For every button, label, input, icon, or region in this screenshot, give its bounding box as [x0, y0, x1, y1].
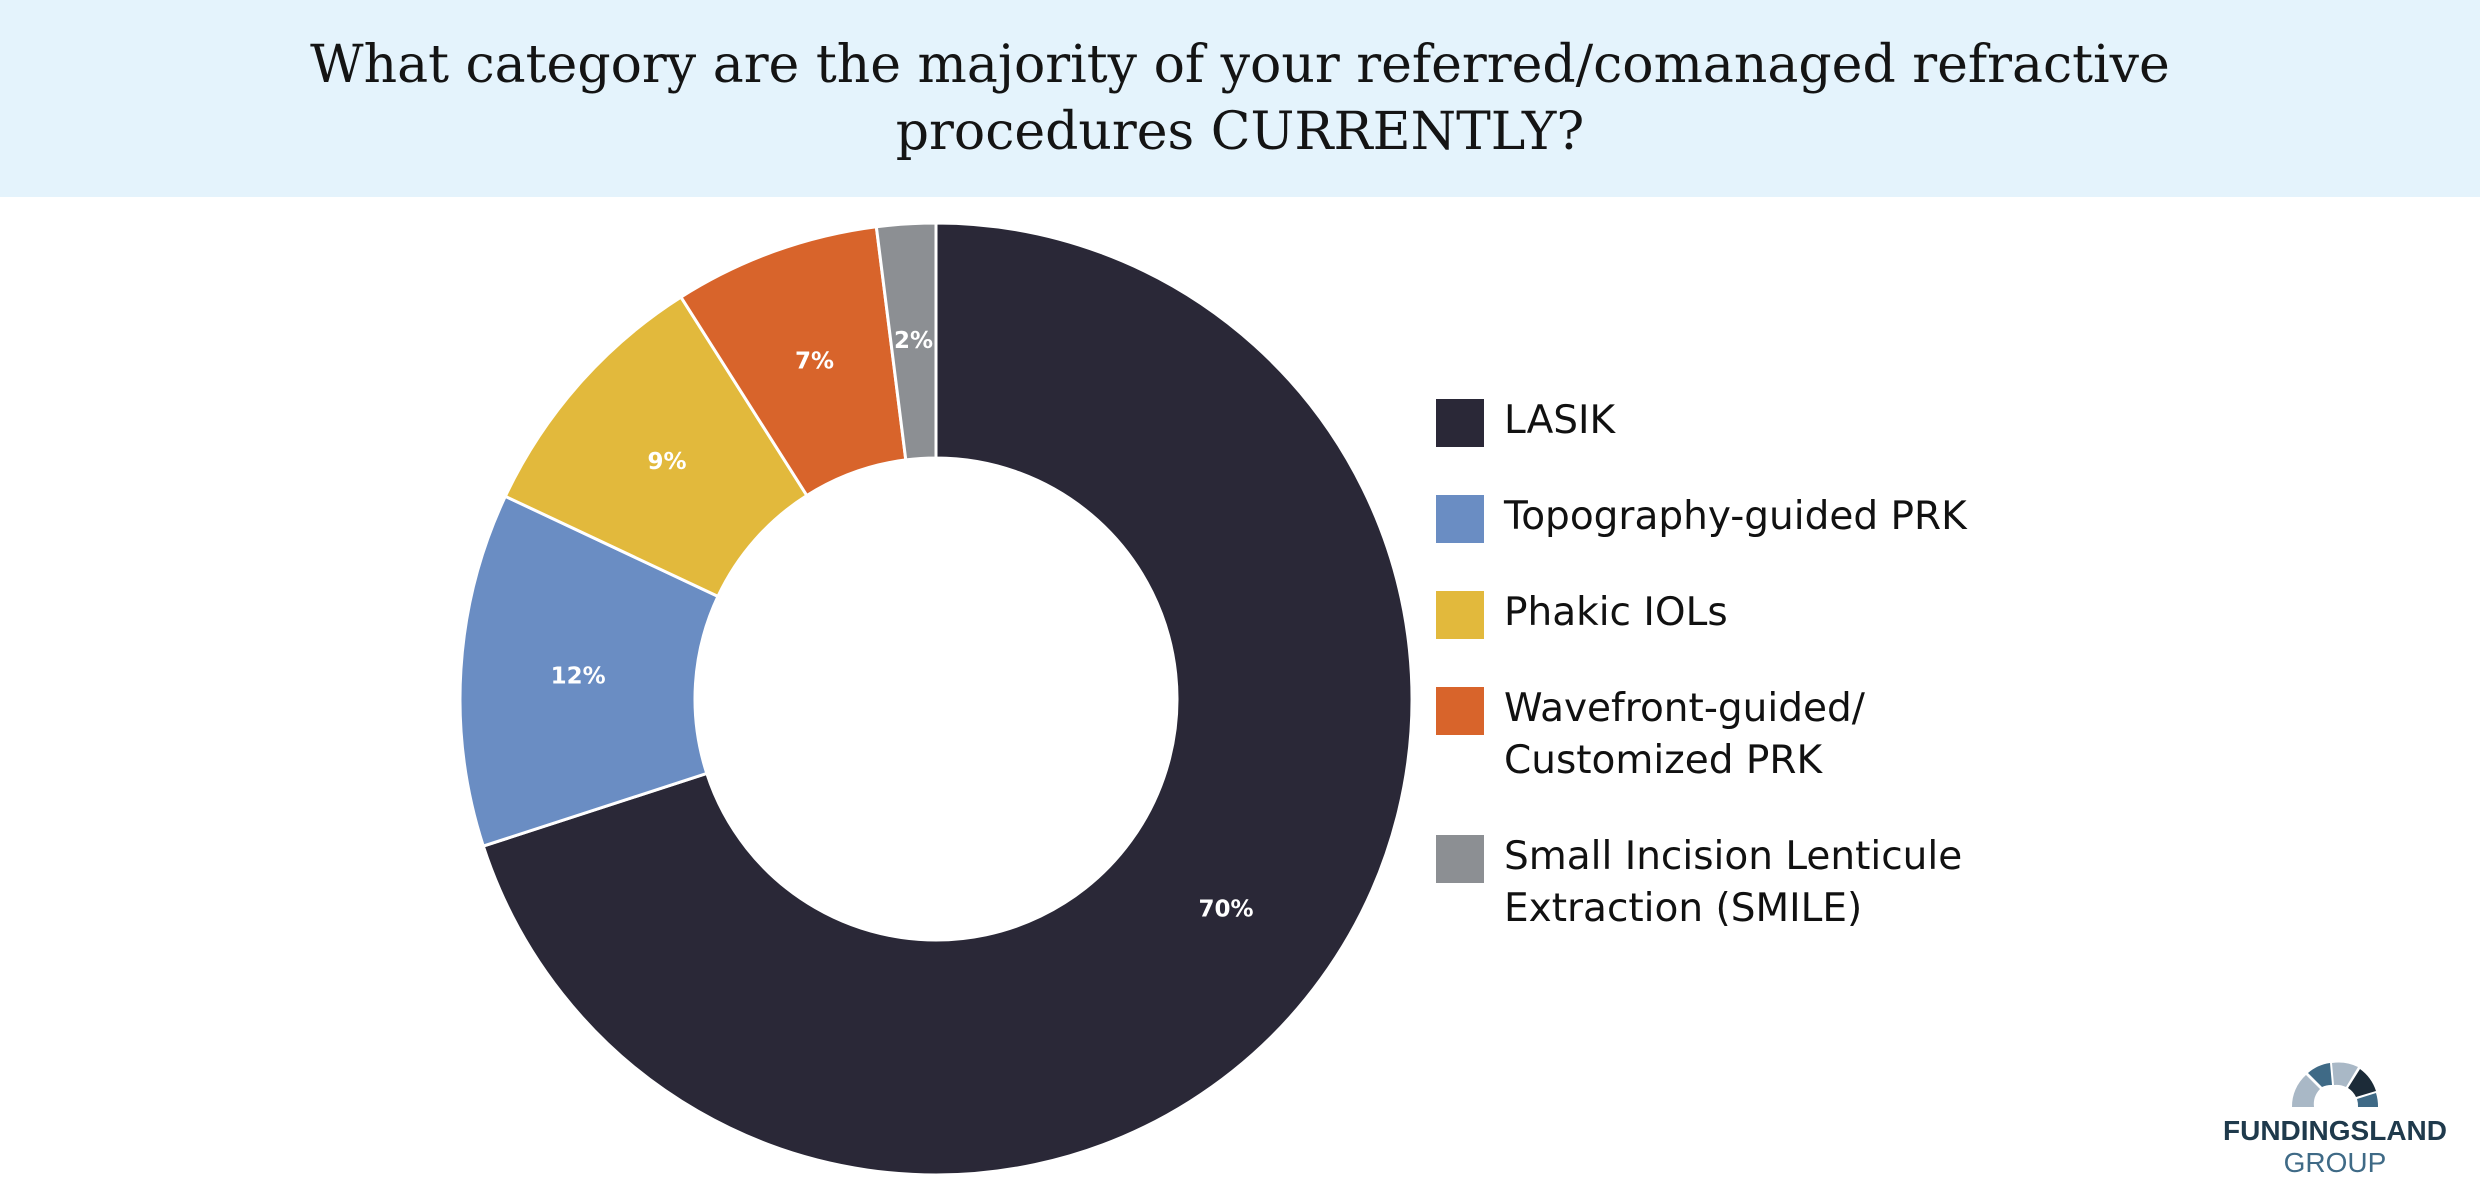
data-label-wavefront-guided-customized-prk: 7%	[795, 349, 834, 375]
legend-label: Phakic IOLs	[1504, 590, 1728, 635]
legend-swatch	[1436, 687, 1484, 735]
legend-swatch	[1436, 591, 1484, 639]
company-logo: FUNDINGSLAND GROUP	[2220, 1045, 2450, 1185]
legend-item-wavefront-guided-customized-prk: Wavefront-guided/ Customized PRK	[1436, 683, 2196, 787]
legend-label: Topography-guided PRK	[1504, 494, 1967, 539]
data-label-small-incision-lenticule-extraction-smile: 2%	[894, 328, 933, 354]
donut-slice-lasik	[481, 221, 1414, 1177]
chart-title: What category are the majority of your r…	[310, 34, 2170, 162]
legend-item-small-incision-lenticule-extraction-smile: Small Incision Lenticule Extraction (SMI…	[1436, 831, 2196, 935]
legend-item-phakic-iols: Phakic IOLs	[1436, 587, 2196, 639]
donut-chart: 70% 12% 9% 7% 2%	[458, 221, 1414, 1177]
donut-slice-small-incision-lenticule-extraction-smile	[874, 221, 938, 462]
logo-name: FUNDINGSLAND	[2223, 1115, 2447, 1146]
legend-swatch	[1436, 835, 1484, 883]
title-banner: What category are the majority of your r…	[0, 0, 2480, 197]
legend: LASIK Topography-guided PRK Phakic IOLs Wav…	[1436, 395, 2196, 979]
legend-item-lasik: LASIK	[1436, 395, 2196, 447]
legend-label: LASIK	[1504, 398, 1616, 443]
donut-slice-topography-guided-prk	[458, 494, 720, 848]
data-label-lasik: 70%	[1199, 897, 1254, 923]
chart-area: 70% 12% 9% 7% 2% LASIK Topography-guided PRK P…	[0, 197, 2480, 1200]
legend-swatch	[1436, 399, 1484, 447]
data-label-phakic-iols: 9%	[648, 449, 687, 475]
legend-label: Small Incision Lenticule Extraction (SMI…	[1504, 834, 1963, 931]
data-label-topography-guided-prk: 12%	[551, 663, 606, 689]
legend-swatch	[1436, 495, 1484, 543]
logo-mark-icon	[2291, 1062, 2379, 1107]
logo-subtitle: GROUP	[2283, 1147, 2387, 1178]
legend-item-topography-guided-prk: Topography-guided PRK	[1436, 491, 2196, 543]
legend-label: Wavefront-guided/ Customized PRK	[1504, 686, 1865, 783]
